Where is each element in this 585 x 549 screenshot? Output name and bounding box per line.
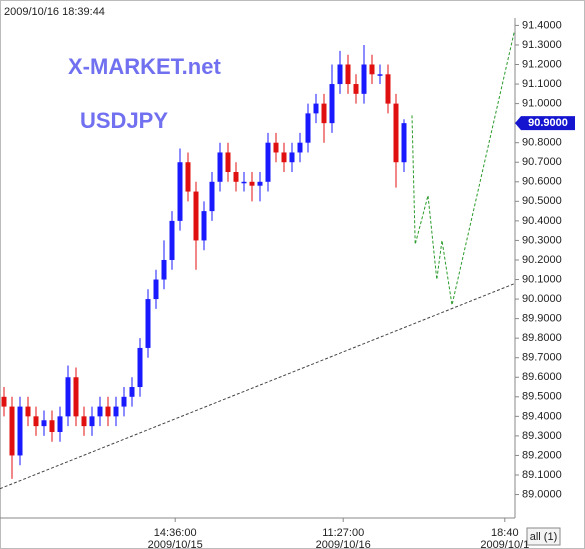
candle-body: [249, 181, 255, 186]
y-tick-label: 90.5000: [522, 195, 562, 207]
candle-body: [345, 64, 351, 85]
candle-body: [137, 347, 143, 388]
current-price-marker: [515, 116, 575, 131]
candle-body: [81, 416, 87, 427]
y-tick-label: 89.5000: [522, 391, 562, 403]
candle-body: [321, 103, 327, 124]
chart-title: X-MARKET.net: [68, 54, 221, 79]
candle-body: [297, 142, 303, 153]
candle-body: [393, 103, 399, 163]
candle-body: [9, 406, 15, 456]
candle-body: [25, 406, 31, 417]
y-tick-label: 90.7000: [522, 156, 562, 168]
y-tick-label: 91.2000: [522, 58, 562, 70]
y-tick-label: 91.0000: [522, 98, 562, 110]
y-tick-label: 91.3000: [522, 39, 562, 51]
all-button-label[interactable]: all (1): [530, 531, 558, 543]
y-tick-label: 90.6000: [522, 176, 562, 188]
candle-body: [145, 299, 151, 348]
y-tick-label: 89.8000: [522, 332, 562, 344]
all-button[interactable]: [526, 527, 561, 546]
candle-body: [17, 406, 23, 456]
candle-body: [281, 152, 287, 163]
candle-body: [153, 279, 159, 300]
candle-body: [329, 84, 335, 124]
y-tick-label: 91.4000: [522, 19, 562, 31]
candle-body: [361, 64, 367, 94]
candle-body: [41, 420, 47, 427]
candle-body: [233, 172, 239, 182]
y-tick-label: 90.8000: [522, 137, 562, 149]
candle-body: [305, 113, 311, 143]
candle-body: [241, 181, 247, 184]
candle-body: [257, 181, 263, 186]
y-tick-label: 90.0000: [522, 293, 562, 305]
x-tick-date: 2009/10/15: [148, 539, 203, 549]
x-tick-label: 18:40: [491, 527, 519, 539]
candle-body: [225, 152, 231, 173]
candle-body: [209, 181, 215, 212]
candle-body: [185, 162, 191, 192]
y-tick-label: 89.0000: [522, 488, 562, 500]
candle-body: [49, 420, 55, 432]
x-tick-label: 14:36:00: [154, 527, 197, 539]
x-tick-date: 2009/10/1: [480, 539, 529, 549]
candle-body: [121, 396, 127, 407]
x-tick-date: 2009/10/16: [316, 539, 371, 549]
y-tick-label: 89.2000: [522, 449, 562, 461]
candle-body: [89, 416, 95, 427]
candle-body: [289, 152, 295, 163]
y-tick-label: 90.2000: [522, 254, 562, 266]
candle-body: [201, 211, 207, 241]
chart-subtitle: USDJPY: [80, 108, 168, 133]
candle-body: [377, 74, 383, 76]
candle-body: [161, 259, 167, 280]
y-tick-label: 89.1000: [522, 469, 562, 481]
y-tick-label: 91.1000: [522, 78, 562, 90]
candle-body: [265, 142, 271, 182]
y-tick-label: 89.6000: [522, 371, 562, 383]
candle-body: [97, 406, 103, 417]
candle-body: [353, 84, 359, 94]
candle-body: [1, 396, 7, 407]
candle-body: [113, 406, 119, 417]
candle-body: [177, 162, 183, 221]
candle-body: [217, 152, 223, 182]
y-tick-label: 89.3000: [522, 430, 562, 442]
y-tick-label: 89.9000: [522, 313, 562, 325]
candle-body: [337, 64, 343, 85]
candle-body: [169, 220, 175, 260]
current-price-label: 90.9000: [528, 117, 568, 129]
candle-body: [193, 191, 199, 241]
candle-body: [313, 103, 319, 114]
candle-body: [273, 142, 279, 153]
candle-body: [33, 416, 39, 427]
y-tick-label: 90.1000: [522, 273, 562, 285]
candle-body: [73, 377, 79, 417]
candle-body: [369, 64, 375, 75]
candle-body: [105, 406, 111, 417]
y-tick-label: 89.4000: [522, 410, 562, 422]
y-tick-label: 90.4000: [522, 215, 562, 227]
x-tick-label: 11:27:00: [322, 527, 364, 539]
candle-body: [401, 123, 407, 163]
candle-body: [65, 377, 71, 417]
y-tick-label: 90.3000: [522, 234, 562, 246]
timestamp: 2009/10/16 18:39:44: [4, 6, 105, 18]
candle-body: [385, 74, 391, 104]
trend-line: [0, 282, 516, 490]
candle-body: [129, 387, 135, 397]
y-tick-label: 89.7000: [522, 352, 562, 364]
candle-body: [57, 416, 63, 432]
